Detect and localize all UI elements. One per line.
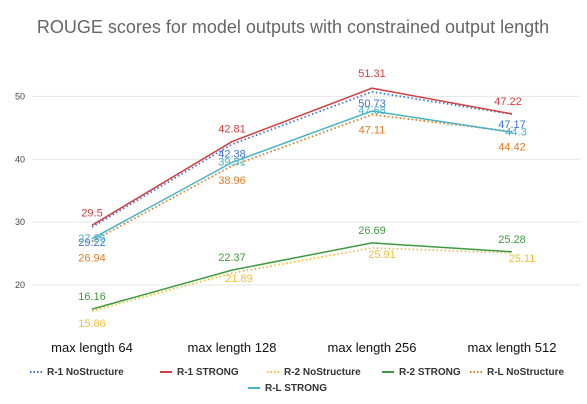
data-label: 47.22	[494, 96, 522, 108]
x-tick-label: max length 128	[188, 340, 277, 355]
data-label: 16.16	[78, 291, 106, 303]
data-label: 22.37	[218, 252, 246, 264]
data-label: 47.11	[359, 125, 386, 137]
data-label: 47.68	[358, 105, 386, 117]
legend-label: R-2 STRONG	[399, 367, 461, 378]
data-label: 25.28	[498, 234, 526, 246]
data-label: 38.96	[218, 175, 246, 187]
data-label: 26.94	[78, 252, 106, 264]
chart-title: ROUGE scores for model outputs with cons…	[37, 17, 549, 37]
series-lines	[91, 87, 513, 312]
series-line-r-2-nostructure	[91, 246, 513, 312]
data-label: 25.91	[368, 249, 396, 261]
legend-label: R-1 NoStructure	[47, 367, 124, 378]
legend-label: R-2 NoStructure	[284, 367, 361, 378]
data-label: 42.81	[218, 124, 246, 136]
y-axis-tick-labels: 20 30 40 50	[15, 91, 25, 290]
data-label: 50.73	[358, 98, 386, 110]
data-label: 42.38	[218, 148, 246, 160]
data-label: 21.89	[225, 273, 253, 285]
data-label: 29.5	[81, 207, 102, 219]
data-label: 15.86	[78, 318, 106, 330]
y-tick-20: 20	[15, 280, 25, 290]
data-label: 47.17	[498, 119, 526, 131]
y-tick-40: 40	[15, 154, 25, 164]
series-line-r-1-nostructure	[91, 90, 513, 228]
data-label: 44.42	[498, 142, 526, 154]
series-line-r-1-strong	[91, 87, 513, 226]
data-label: 25.11	[509, 253, 536, 265]
series-line-r-2-strong	[91, 242, 513, 310]
legend-label: R-L NoStructure	[487, 367, 564, 378]
x-tick-label: max length 64	[51, 340, 133, 355]
legend-label: R-1 STRONG	[177, 367, 239, 378]
data-labels: 29.22 42.38 50.73 47.17 29.5 42.81 51.31 47.22 1…	[78, 68, 535, 330]
legend: R-1 NoStructure R-1 STRONG R-2 NoStructure…	[30, 367, 564, 394]
data-label: 44.3	[505, 126, 526, 138]
series-line-r-l-strong	[91, 110, 513, 240]
data-label: 26.69	[358, 225, 386, 237]
legend-label: R-L STRONG	[265, 383, 327, 394]
y-tick-50: 50	[15, 91, 25, 101]
data-label: 29.22	[78, 237, 106, 249]
x-tick-label: max length 512	[468, 340, 557, 355]
x-axis-tick-labels: max length 64 max length 128 max length 25…	[51, 340, 556, 355]
x-tick-label: max length 256	[328, 340, 417, 355]
data-label: 39.51	[218, 156, 246, 168]
data-label: 51.31	[358, 68, 386, 80]
data-label: 27.35	[78, 233, 106, 245]
y-tick-30: 30	[15, 217, 25, 227]
